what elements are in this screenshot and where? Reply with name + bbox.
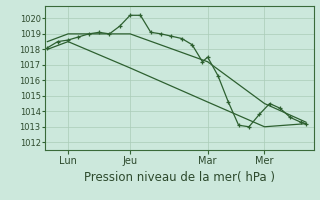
X-axis label: Pression niveau de la mer( hPa ): Pression niveau de la mer( hPa ) (84, 171, 275, 184)
